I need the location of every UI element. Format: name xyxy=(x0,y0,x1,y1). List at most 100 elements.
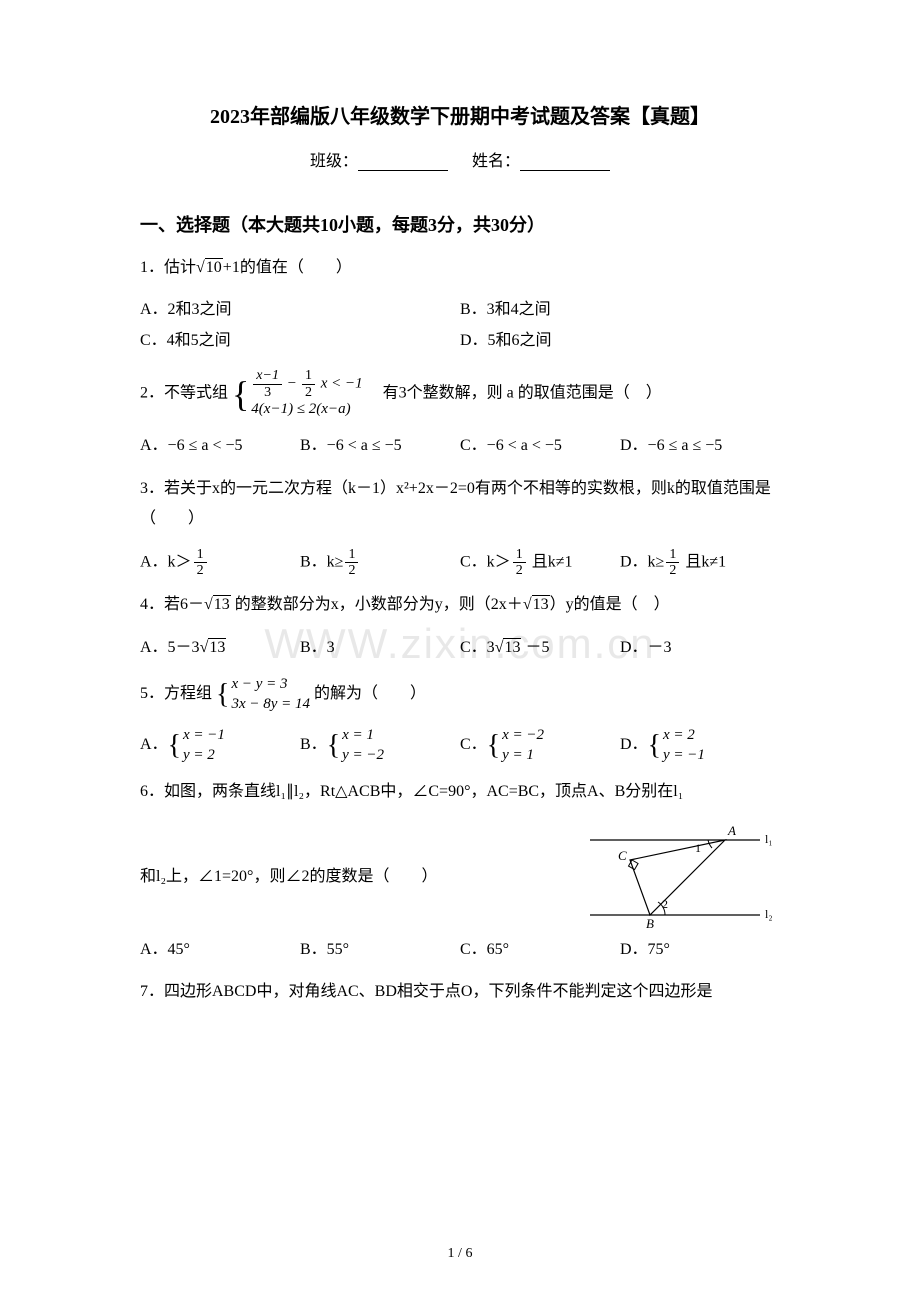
q4-sq: 13 xyxy=(213,595,231,613)
brace-icon: { xyxy=(327,732,340,760)
q3d-post: 且k≠1 xyxy=(681,553,726,570)
q1-opt-d: D．5和6之间 xyxy=(460,326,780,356)
brace-icon: { xyxy=(487,732,500,760)
section-1-heading: 一、选择题（本大题共10小题，每题3分，共30分） xyxy=(140,211,780,237)
q5d1: x = 2 xyxy=(663,726,705,746)
sqrt-icon: 10 xyxy=(196,253,223,283)
q1-opt-b: B．3和4之间 xyxy=(460,295,780,325)
q4-sq2: 13 xyxy=(532,595,550,613)
q2-post: 有3个整数解，则 a 的取值范围是（ ） xyxy=(367,384,662,401)
q5c2: y = 1 xyxy=(502,746,544,766)
q3c-n: 1 xyxy=(513,547,526,563)
fig-l1: l₁ xyxy=(765,832,773,846)
fig-label-a: A xyxy=(727,823,736,838)
page-content: 2023年部编版八年级数学下册期中考试题及答案【真题】 班级： 姓名： 一、选择… xyxy=(140,100,780,1007)
class-label: 班级： xyxy=(310,153,358,170)
q2-f2n: 1 xyxy=(302,368,315,384)
q5-system: { x − y = 3 3x − 8y = 14 xyxy=(216,675,310,714)
q3a-n: 1 xyxy=(194,547,207,563)
q5-opt-b: B．{x = 1y = −2 xyxy=(300,726,460,765)
q4c-post: －5 xyxy=(521,639,549,656)
q3b-pre: B．k≥ xyxy=(300,553,343,570)
q4-opt-b: B．3 xyxy=(300,633,460,663)
q7-stem: 7．四边形ABCD中，对角线AC、BD相交于点O，下列条件不能判定这个四边形是 xyxy=(140,977,780,1007)
class-blank xyxy=(358,155,448,171)
q5-l1: x − y = 3 xyxy=(231,675,310,695)
q3-opt-b: B．k≥12 xyxy=(300,547,460,579)
q1-opt-c: C．4和5之间 xyxy=(140,326,460,356)
q4c-sq: 13 xyxy=(503,638,521,656)
q3-stem: 3．若关于x的一元二次方程（k－1）x²+2x－2=0有两个不相等的实数根，则k… xyxy=(140,474,780,535)
fig-angle-1: 1 xyxy=(695,841,701,855)
q4-opt-a: A．5－3 13 xyxy=(140,633,300,663)
q3c-post: 且k≠1 xyxy=(528,553,573,570)
q6-line2: 和l₂上，∠1=20°，则∠2的度数是（ ） xyxy=(140,862,570,892)
q2-f2d: 2 xyxy=(302,385,315,400)
q5b1: x = 1 xyxy=(342,726,384,746)
name-blank xyxy=(520,155,610,171)
q3-opt-c: C．k＞12 且k≠1 xyxy=(460,547,620,579)
sqrt-icon: 13 xyxy=(204,590,231,620)
brace-icon: { xyxy=(232,376,249,412)
q2-options: A．−6 ≤ a < −5 B．−6 < a ≤ −5 C．−6 < a < −… xyxy=(140,431,780,461)
q2-f1d: 3 xyxy=(253,385,282,400)
q1-sqrt-val: 10 xyxy=(205,258,223,276)
student-info-line: 班级： 姓名： xyxy=(140,147,780,171)
q1-opt-a: A．2和3之间 xyxy=(140,295,460,325)
fig-angle-2: 2 xyxy=(662,897,668,911)
q5-post: 的解为（ ） xyxy=(314,685,426,702)
q6-options: A．45° B．55° C．65° D．75° xyxy=(140,935,780,965)
q4-stem: 4．若6－13 的整数部分为x，小数部分为y，则（2x＋13）y的值是（ ） xyxy=(140,590,780,620)
q5-pre: 5．方程组 xyxy=(140,685,212,702)
q5-options: A．{x = −1y = 2 B．{x = 1y = −2 C．{x = −2y… xyxy=(140,726,780,765)
q3c-d: 2 xyxy=(513,563,526,578)
brace-icon: { xyxy=(216,681,229,709)
q5-l2: 3x − 8y = 14 xyxy=(231,695,310,715)
q6-opt-a: A．45° xyxy=(140,935,300,965)
fig-l2: l₂ xyxy=(765,907,773,921)
q1-post: +1的值在（ ） xyxy=(223,259,352,276)
q6-opt-d: D．75° xyxy=(620,935,780,965)
q5-stem: 5．方程组 { x − y = 3 3x − 8y = 14 的解为（ ） xyxy=(140,675,780,714)
sqrt-icon: 13 xyxy=(200,633,227,663)
q3d-n: 1 xyxy=(666,547,679,563)
name-label: 姓名： xyxy=(472,153,520,170)
fig-label-c: C xyxy=(618,848,627,863)
q2-opt-d: D．−6 ≤ a ≤ −5 xyxy=(620,431,780,461)
q4-mid: 的整数部分为x，小数部分为y，则（2x＋ xyxy=(231,596,523,613)
q2-pre: 2．不等式组 xyxy=(140,384,228,401)
brace-icon: { xyxy=(168,732,181,760)
q2-stem: 2．不等式组 { x−13 − 12 x < −1 4(x−1) ≤ 2(x−a… xyxy=(140,368,780,419)
q5a2: y = 2 xyxy=(183,746,225,766)
q1-pre: 1．估计 xyxy=(140,259,196,276)
q6-line1: 6．如图，两条直线l₁∥l₂，Rt△ACB中，∠C=90°，AC=BC，顶点A、… xyxy=(140,777,780,807)
q4a-pre: A．5－3 xyxy=(140,639,200,656)
q2-mid: − xyxy=(288,376,296,392)
q4-pre: 4．若6－ xyxy=(140,596,204,613)
q6-row: 和l₂上，∠1=20°，则∠2的度数是（ ） A B C 1 2 l₁ l₂ xyxy=(140,820,780,935)
q3b-n: 1 xyxy=(345,547,358,563)
q4c-pre: C．3 xyxy=(460,639,495,656)
q2-system: { x−13 − 12 x < −1 4(x−1) ≤ 2(x−a) xyxy=(232,368,363,419)
q4a-sq: 13 xyxy=(208,638,226,656)
q3d-d: 2 xyxy=(666,563,679,578)
q5a1: x = −1 xyxy=(183,726,225,746)
q3-opt-a: A．k＞12 xyxy=(140,547,300,579)
sqrt-icon: 13 xyxy=(495,633,522,663)
q5c1: x = −2 xyxy=(502,726,544,746)
q5-opt-a: A．{x = −1y = 2 xyxy=(140,726,300,765)
q3a-pre: A．k＞ xyxy=(140,553,192,570)
q2-opt-a: A．−6 ≤ a < −5 xyxy=(140,431,300,461)
q3-options: A．k＞12 B．k≥12 C．k＞12 且k≠1 D．k≥12 且k≠1 xyxy=(140,547,780,579)
sqrt-icon: 13 xyxy=(523,590,550,620)
brace-icon: { xyxy=(648,732,661,760)
q5b2: y = −2 xyxy=(342,746,384,766)
q2-f1n: x−1 xyxy=(253,368,282,384)
exam-title: 2023年部编版八年级数学下册期中考试题及答案【真题】 xyxy=(140,100,780,129)
page-footer: 1 / 6 xyxy=(448,1246,473,1262)
q5-opt-d: D．{x = 2y = −1 xyxy=(620,726,780,765)
q3a-d: 2 xyxy=(194,563,207,578)
fig-label-b: B xyxy=(646,916,654,930)
q5d2: y = −1 xyxy=(663,746,705,766)
q3-opt-d: D．k≥12 且k≠1 xyxy=(620,547,780,579)
